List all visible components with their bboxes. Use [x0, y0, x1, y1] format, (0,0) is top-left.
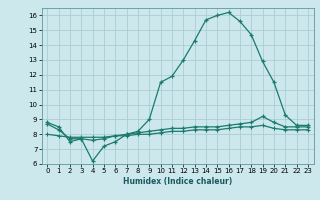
X-axis label: Humidex (Indice chaleur): Humidex (Indice chaleur)	[123, 177, 232, 186]
